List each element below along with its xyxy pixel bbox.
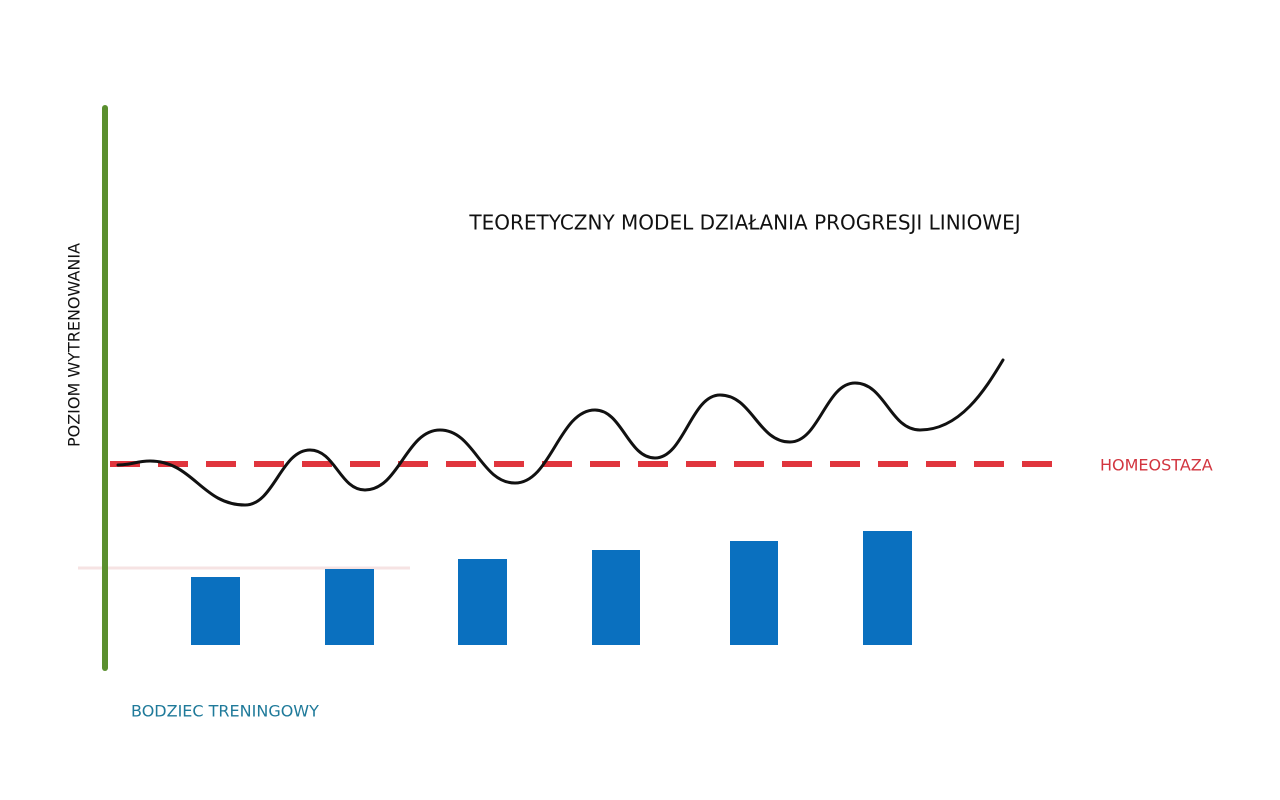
stimulus-bar — [863, 531, 912, 645]
title: TEORETYCZNY MODEL DZIAŁANIA PROGRESJI LI… — [468, 211, 1020, 235]
x-axis-label: BODZIEC TRENINGOWY — [131, 702, 319, 721]
stimulus-bars — [191, 531, 912, 645]
stimulus-bar — [325, 569, 374, 645]
stimulus-bar — [730, 541, 778, 645]
y-axis-label: POZIOM WYTRENOWANIA — [65, 243, 84, 447]
stimulus-bar — [191, 577, 240, 645]
homeostasis-label: HOMEOSTAZA — [1100, 456, 1213, 475]
stimulus-bar — [458, 559, 507, 645]
stimulus-bar — [592, 550, 640, 645]
training-curve — [116, 358, 1005, 507]
